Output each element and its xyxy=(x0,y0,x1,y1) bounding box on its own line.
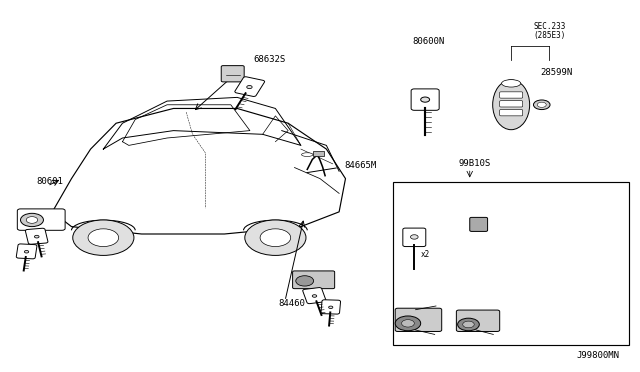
Ellipse shape xyxy=(493,80,530,130)
Circle shape xyxy=(260,229,291,247)
Circle shape xyxy=(312,295,317,297)
Text: 99B10S: 99B10S xyxy=(459,159,491,168)
FancyBboxPatch shape xyxy=(395,308,442,331)
FancyBboxPatch shape xyxy=(26,228,48,244)
Circle shape xyxy=(329,306,333,308)
Text: 80601: 80601 xyxy=(36,177,63,186)
FancyBboxPatch shape xyxy=(292,271,335,289)
Circle shape xyxy=(20,213,44,227)
FancyBboxPatch shape xyxy=(16,244,37,259)
FancyBboxPatch shape xyxy=(500,101,523,107)
Text: 28599N: 28599N xyxy=(540,68,572,77)
Text: 84460: 84460 xyxy=(278,299,305,308)
Circle shape xyxy=(247,86,252,89)
Circle shape xyxy=(26,217,38,223)
FancyBboxPatch shape xyxy=(17,209,65,230)
Circle shape xyxy=(245,220,306,256)
Circle shape xyxy=(538,102,546,108)
Circle shape xyxy=(395,316,420,331)
Text: 84665M: 84665M xyxy=(344,161,376,170)
FancyBboxPatch shape xyxy=(321,300,340,314)
Text: (285E3): (285E3) xyxy=(533,31,566,40)
Circle shape xyxy=(24,250,29,253)
Circle shape xyxy=(73,220,134,256)
Text: 68632S: 68632S xyxy=(253,55,285,64)
Bar xyxy=(394,182,629,345)
Ellipse shape xyxy=(502,80,521,87)
Circle shape xyxy=(35,235,39,238)
Text: x2: x2 xyxy=(420,250,430,259)
Circle shape xyxy=(420,97,429,102)
Text: SEC.233: SEC.233 xyxy=(533,22,566,31)
Ellipse shape xyxy=(301,153,313,157)
Circle shape xyxy=(401,320,414,327)
FancyBboxPatch shape xyxy=(221,65,244,82)
Circle shape xyxy=(534,100,550,110)
FancyBboxPatch shape xyxy=(303,288,326,304)
Circle shape xyxy=(88,229,118,247)
Circle shape xyxy=(463,321,474,328)
Circle shape xyxy=(410,235,418,239)
Text: 80600N: 80600N xyxy=(412,37,445,46)
FancyBboxPatch shape xyxy=(500,110,523,116)
Circle shape xyxy=(458,318,479,331)
FancyBboxPatch shape xyxy=(411,89,439,110)
FancyBboxPatch shape xyxy=(403,228,426,247)
FancyBboxPatch shape xyxy=(456,310,500,331)
FancyBboxPatch shape xyxy=(500,92,523,98)
FancyBboxPatch shape xyxy=(470,217,488,231)
Text: J99800MN: J99800MN xyxy=(577,350,620,359)
FancyBboxPatch shape xyxy=(235,77,265,96)
FancyBboxPatch shape xyxy=(313,151,324,156)
Circle shape xyxy=(296,276,314,286)
